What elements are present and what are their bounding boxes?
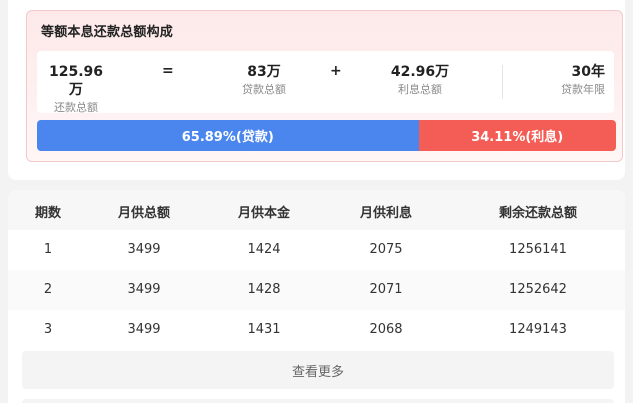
interest-total-label: 利息总额 — [398, 83, 442, 96]
period-cell: 2 — [43, 282, 53, 297]
header-monthly-payment: 月供总额 — [117, 206, 170, 221]
interest-ratio-segment: 34.11%(利息) — [418, 120, 616, 151]
principal-cell: 1431 — [247, 322, 281, 337]
loan-amount-label: 贷款总额 — [242, 83, 286, 96]
table-row: 1 3499 1424 2075 1256141 — [8, 230, 625, 270]
remaining-cell: 1256141 — [509, 242, 567, 257]
payment-cell: 3499 — [127, 322, 161, 337]
total-repayment-stat: 125.96万 还款总额 — [45, 63, 107, 116]
table-header: 期数 月供总额 月供本金 月供利息 剩余还款总额 — [8, 190, 625, 230]
schedule-table: 期数 月供总额 月供本金 月供利息 剩余还款总额 1 3499 1424 207… — [8, 190, 625, 403]
repayment-composition-panel: 等额本息还款总额构成 125.96万 还款总额 = 83万 贷款总额 + 42.… — [26, 10, 623, 162]
header-monthly-interest: 月供利息 — [359, 206, 412, 221]
header-period: 期数 — [34, 206, 61, 221]
period-cell: 1 — [43, 242, 53, 257]
view-more-button[interactable]: 查看更多 — [22, 351, 614, 389]
interest-total-value: 42.96万 — [390, 64, 450, 80]
interest-cell: 2075 — [369, 242, 403, 257]
header-monthly-principal: 月供本金 — [237, 206, 290, 221]
total-repayment-label: 还款总额 — [54, 101, 98, 114]
divider — [502, 65, 503, 99]
composition-title: 等额本息还款总额构成 — [41, 25, 174, 40]
loan-ratio-segment: 65.89%(贷款) — [37, 120, 419, 151]
loan-term-stat: 30年 贷款年限 — [545, 63, 605, 98]
plus-sign: + — [330, 63, 342, 79]
summary-box: 125.96万 还款总额 = 83万 贷款总额 + 42.96万 利息总额 30… — [37, 51, 614, 116]
interest-cell: 2071 — [369, 282, 403, 297]
payment-cell: 3499 — [127, 282, 161, 297]
ratio-bar: 65.89%(贷款) 34.11%(利息) — [37, 120, 616, 151]
principal-cell: 1428 — [247, 282, 281, 297]
table-row: 3 3499 1431 2068 1249143 — [8, 310, 625, 350]
period-cell: 3 — [43, 322, 53, 337]
loan-term-label: 贷款年限 — [561, 83, 605, 96]
next-section-edge — [22, 399, 614, 403]
equals-sign: = — [162, 63, 174, 79]
loan-term-value: 30年 — [571, 64, 605, 80]
composition-card: 等额本息还款总额构成 125.96万 还款总额 = 83万 贷款总额 + 42.… — [8, 0, 625, 180]
interest-cell: 2068 — [369, 322, 403, 337]
loan-amount-stat: 83万 贷款总额 — [224, 63, 304, 98]
principal-cell: 1424 — [247, 242, 281, 257]
loan-amount-value: 83万 — [247, 64, 281, 80]
header-remaining-total: 剩余还款总额 — [498, 206, 577, 221]
table-row: 2 3499 1428 2071 1252642 — [8, 270, 625, 310]
interest-total-stat: 42.96万 利息总额 — [389, 63, 451, 98]
remaining-cell: 1249143 — [509, 322, 567, 337]
total-repayment-value: 125.96万 — [48, 64, 104, 98]
payment-cell: 3499 — [127, 242, 161, 257]
remaining-cell: 1252642 — [509, 282, 567, 297]
